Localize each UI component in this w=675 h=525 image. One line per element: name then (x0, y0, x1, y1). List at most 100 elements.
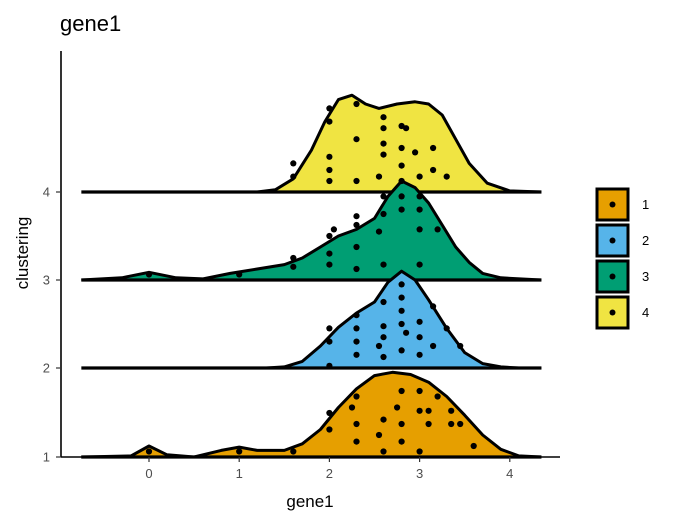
data-point (425, 420, 432, 428)
data-point (353, 393, 360, 400)
data-point (443, 325, 450, 332)
data-point (353, 177, 360, 185)
data-point (353, 213, 360, 220)
data-point (326, 250, 333, 257)
data-point (375, 431, 383, 439)
data-point (380, 323, 387, 330)
data-point (412, 149, 419, 156)
data-point (457, 342, 464, 350)
data-point (430, 342, 437, 350)
data-point (145, 271, 153, 278)
x-tick-label: 2 (326, 466, 333, 481)
data-point (330, 226, 337, 233)
data-point (380, 353, 387, 361)
x-tick-label: 3 (416, 466, 423, 481)
legend-item-3: 3 (595, 259, 649, 294)
y-tick-label: 2 (43, 361, 50, 376)
data-point (416, 261, 423, 268)
legend-key-dot (609, 201, 616, 208)
data-point (434, 393, 441, 400)
legend-label-3: 3 (642, 269, 649, 284)
x-ticks: 0 1 2 3 4 (145, 457, 513, 481)
data-point (430, 166, 437, 174)
data-point (398, 206, 405, 213)
legend-key-dot (609, 237, 616, 244)
data-point (353, 221, 360, 229)
legend-label-1: 1 (642, 197, 649, 212)
data-point (380, 261, 387, 268)
data-point (416, 334, 423, 341)
legend-item-1: 1 (595, 187, 649, 222)
data-point (353, 100, 360, 108)
legend-key-dot (609, 273, 616, 280)
ridges-layer (81, 93, 542, 459)
plot-title: gene1 (60, 11, 121, 36)
data-point (290, 448, 297, 455)
data-point (416, 387, 423, 395)
ridge-area-1 (81, 372, 542, 457)
data-point (398, 294, 405, 301)
y-tick-label: 1 (43, 450, 50, 465)
data-point (353, 312, 360, 319)
data-point (416, 351, 423, 358)
data-point (398, 162, 405, 169)
data-point (326, 362, 333, 369)
legend-item-2: 2 (595, 223, 649, 258)
data-point (326, 118, 333, 125)
data-point (348, 404, 356, 411)
data-point (353, 325, 360, 332)
ridge-1 (81, 370, 542, 459)
ridge-area-2 (266, 271, 542, 368)
data-point (380, 140, 387, 147)
data-point (380, 125, 387, 132)
legend-label-2: 2 (642, 233, 649, 248)
data-point (380, 114, 387, 121)
data-point (380, 193, 387, 200)
data-point (326, 232, 333, 240)
ridge-area-4 (257, 95, 542, 192)
x-tick-label: 0 (145, 466, 152, 481)
data-point (353, 351, 360, 358)
x-axis-title: gene1 (286, 492, 333, 511)
x-tick-label: 1 (236, 466, 243, 481)
data-point (326, 426, 333, 433)
data-point (416, 206, 423, 213)
data-point (326, 153, 333, 160)
data-point (430, 144, 437, 152)
x-tick-label: 4 (506, 466, 513, 481)
y-tick-label: 4 (43, 185, 50, 200)
data-point (398, 177, 405, 185)
y-tick-label: 3 (43, 273, 50, 288)
legend-item-4: 4 (595, 295, 649, 330)
data-point (145, 448, 153, 455)
data-point (290, 173, 297, 180)
data-point (448, 420, 455, 428)
data-point (353, 438, 360, 445)
data-point (326, 409, 333, 417)
data-point (236, 448, 243, 455)
data-point (416, 448, 423, 455)
ridge-3 (81, 177, 542, 282)
data-point (470, 442, 477, 450)
data-point (353, 338, 360, 345)
data-point (290, 254, 297, 262)
data-point (353, 136, 360, 143)
data-point (326, 261, 333, 268)
data-point (416, 193, 423, 200)
data-point (398, 438, 405, 445)
data-point (398, 144, 405, 152)
data-point (416, 407, 423, 414)
data-point (375, 228, 383, 235)
data-point (403, 125, 410, 132)
data-point (416, 226, 423, 233)
ridge-area-3 (81, 181, 542, 280)
data-point (448, 407, 455, 414)
data-point (380, 210, 387, 218)
data-point (326, 325, 333, 332)
ridge-outline-2 (266, 269, 542, 370)
legend: 1 2 3 4 (595, 187, 649, 330)
data-point (326, 177, 333, 185)
ridge-4 (81, 93, 542, 194)
data-point (443, 173, 450, 180)
